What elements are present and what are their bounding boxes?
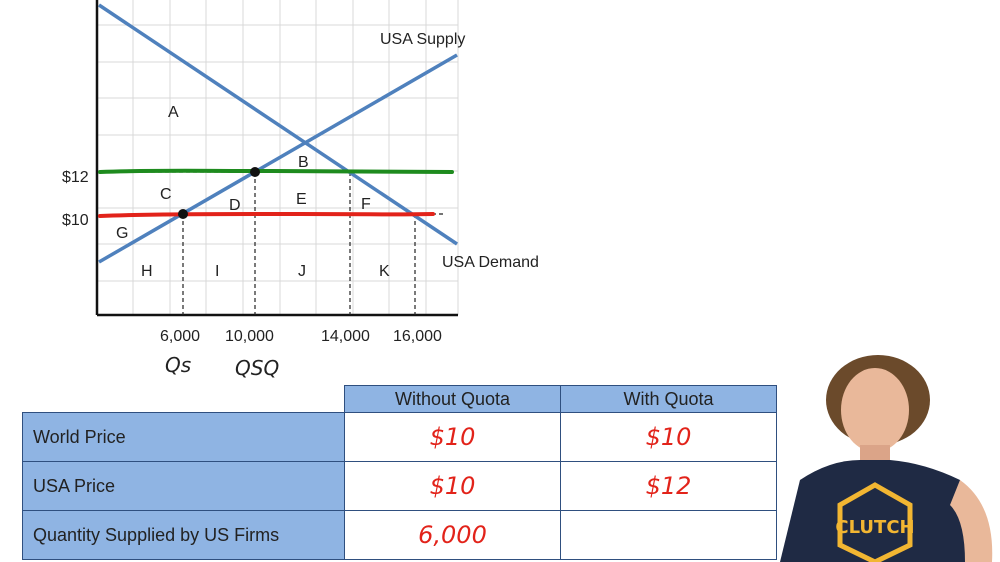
- dashed-guides: [130, 171, 446, 315]
- table-row: World Price $10 $10: [22, 412, 777, 462]
- cell-usa-price-with: $12: [560, 461, 777, 511]
- quota-table: Without Quota With Quota World Price $10…: [22, 385, 777, 560]
- point-qsq: [250, 167, 260, 177]
- row-label-world-price: World Price: [22, 412, 345, 462]
- cell-qty-supplied-without: 6,000: [344, 510, 561, 560]
- table-corner: [22, 385, 345, 413]
- qty-tick-16000: 16,000: [393, 328, 442, 345]
- area-g: G: [116, 225, 128, 242]
- area-c: C: [160, 186, 172, 203]
- presenter-shirt: [780, 460, 985, 562]
- cell-usa-price-without: $10: [344, 461, 561, 511]
- supply-curve: [98, 53, 458, 264]
- point-qs: [178, 209, 188, 219]
- presenter-figure: CLUTCH: [780, 355, 993, 562]
- area-a: A: [168, 104, 179, 121]
- price-10-line: [98, 211, 435, 218]
- price-12-line: [98, 168, 454, 174]
- header-without-quota: Without Quota: [344, 385, 561, 413]
- qty-tick-10000: 10,000: [225, 328, 274, 345]
- qty-tick-14000: 14,000: [321, 328, 370, 345]
- presenter-face: [841, 368, 909, 452]
- area-k: K: [379, 263, 390, 280]
- area-j: J: [298, 263, 306, 280]
- price-12-label: $12: [62, 169, 89, 186]
- qty-tick-6000: 6,000: [160, 328, 200, 345]
- qs-label: Qs: [165, 353, 191, 377]
- cell-world-price-without: $10: [344, 412, 561, 462]
- area-b: B: [298, 154, 309, 171]
- price-10-label: $10: [62, 212, 89, 229]
- area-d: D: [229, 197, 241, 214]
- shirt-text: CLUTCH: [835, 517, 914, 538]
- area-i: I: [215, 263, 219, 280]
- area-e: E: [296, 191, 307, 208]
- table-row: USA Price $10 $12: [22, 461, 777, 511]
- header-with-quota: With Quota: [560, 385, 777, 413]
- shirt-logo-icon: [837, 482, 913, 562]
- demand-curve: [98, 3, 458, 246]
- demand-label: USA Demand: [442, 254, 539, 271]
- cell-qty-supplied-with: [560, 510, 777, 560]
- area-h: H: [141, 263, 153, 280]
- qsq-label: QSQ: [235, 356, 279, 380]
- area-f: F: [361, 196, 371, 213]
- presenter-arm: [950, 480, 993, 562]
- table-row: Quantity Supplied by US Firms 6,000: [22, 510, 777, 560]
- supply-label: USA Supply: [380, 31, 465, 48]
- row-label-usa-price: USA Price: [22, 461, 345, 511]
- cell-world-price-with: $10: [560, 412, 777, 462]
- grid: [97, 0, 459, 315]
- row-label-qty-supplied: Quantity Supplied by US Firms: [22, 510, 345, 560]
